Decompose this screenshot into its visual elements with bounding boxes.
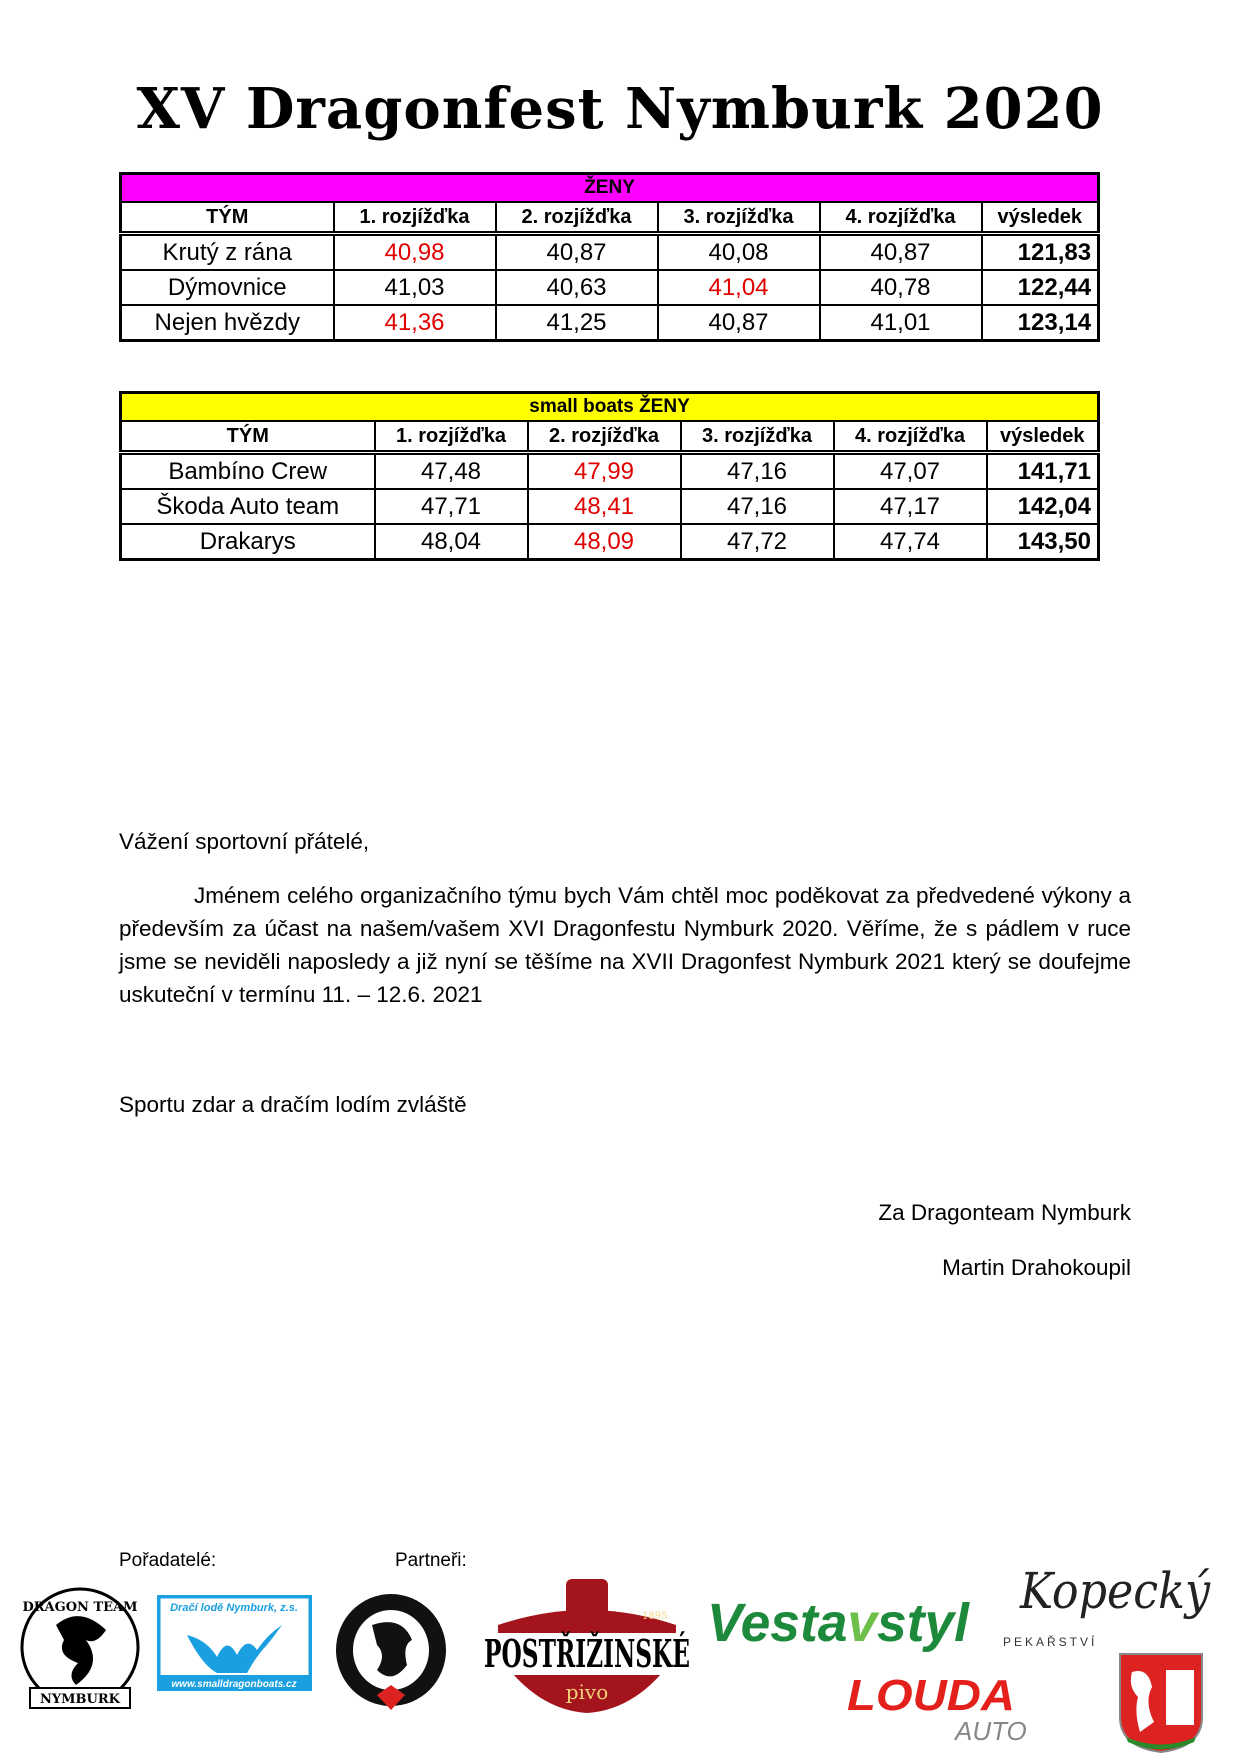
team-name: Drakarys bbox=[119, 523, 376, 561]
svg-text:Vestavstyl: Vestavstyl bbox=[707, 1593, 970, 1653]
run-time: 47,48 bbox=[373, 451, 529, 490]
table-row: Krutý z rána 40,98 40,87 40,08 40,87 121,83 bbox=[119, 232, 1100, 271]
column-header: 2. rozjížďka bbox=[494, 201, 659, 236]
table-row: Dýmovnice 41,03 40,63 41,04 40,78 122,44 bbox=[119, 269, 1100, 306]
run-time: 47,07 bbox=[832, 451, 988, 490]
table-row: Škoda Auto team 47,71 48,41 47,16 47,17 142,0… bbox=[119, 488, 1100, 525]
total-result: 121,83 bbox=[980, 232, 1100, 271]
run-time: 41,01 bbox=[818, 304, 983, 342]
table-row: Drakarys 48,04 48,09 47,72 47,74 143,50 bbox=[119, 523, 1100, 561]
total-result: 142,04 bbox=[985, 488, 1100, 525]
team-name: Škoda Auto team bbox=[119, 488, 376, 525]
run-time: 40,78 bbox=[818, 269, 983, 306]
document-title: XV Dragonfest Nymburk 2020 bbox=[136, 76, 1104, 142]
letter-closing: Sportu zdar a dračím lodím zvláště bbox=[119, 1092, 467, 1117]
letter-body: Jménem celého organizačního týmu bych Vá… bbox=[119, 883, 1131, 1007]
run-time: 41,04 bbox=[656, 269, 821, 306]
svg-text:pivo: pivo bbox=[566, 1680, 609, 1704]
total-result: 123,14 bbox=[980, 304, 1100, 342]
team-name: Krutý z rána bbox=[119, 232, 335, 271]
postrizinske-pivo-logo: POSTŘIŽINSKÉ 1895 pivo bbox=[480, 1579, 694, 1713]
svg-text:1895: 1895 bbox=[642, 1611, 667, 1622]
run-time: 40,98 bbox=[332, 232, 497, 271]
column-header: 4. rozjížďka bbox=[818, 201, 983, 236]
svg-text:NYMBURK: NYMBURK bbox=[40, 1692, 121, 1707]
run-time: 41,25 bbox=[494, 304, 659, 342]
signature-name: Martin Drahokoupil bbox=[942, 1255, 1131, 1280]
column-header: TÝM bbox=[119, 201, 335, 236]
louda-auto-logo: LOUDA AUTO bbox=[847, 1672, 1027, 1744]
table-caption: small boats ŽENY bbox=[119, 391, 1100, 422]
column-header: výsledek bbox=[980, 201, 1100, 236]
svg-text:DRAGON TEAM: DRAGON TEAM bbox=[22, 1600, 137, 1615]
run-time: 40,87 bbox=[656, 304, 821, 342]
organizers-label: Pořadatelé: bbox=[119, 1550, 217, 1571]
team-name: Bambíno Crew bbox=[119, 451, 376, 490]
svg-text:www.smalldragonboats.cz: www.smalldragonboats.cz bbox=[171, 1679, 296, 1690]
run-time: 48,41 bbox=[526, 488, 682, 525]
column-header: 3. rozjížďka bbox=[656, 201, 821, 236]
table-caption: ŽENY bbox=[119, 172, 1100, 203]
column-header: TÝM bbox=[119, 420, 376, 455]
run-time: 40,63 bbox=[494, 269, 659, 306]
signature-organization: Za Dragonteam Nymburk bbox=[878, 1200, 1131, 1225]
svg-text:Dračí lodě Nymburk, z.s.: Dračí lodě Nymburk, z.s. bbox=[170, 1602, 298, 1614]
run-time: 47,99 bbox=[526, 451, 682, 490]
column-header: 1. rozjížďka bbox=[373, 420, 529, 455]
total-result: 143,50 bbox=[985, 523, 1100, 561]
svg-text:AUTO: AUTO bbox=[953, 1716, 1027, 1744]
svg-text:POSTŘIŽINSKÉ: POSTŘIŽINSKÉ bbox=[484, 1631, 690, 1676]
total-result: 141,71 bbox=[985, 451, 1100, 490]
total-result: 122,44 bbox=[980, 269, 1100, 306]
czech-dragon-boat-association-logo bbox=[336, 1594, 446, 1710]
column-header: 3. rozjížďka bbox=[679, 420, 835, 455]
svg-text:LOUDA: LOUDA bbox=[847, 1672, 1015, 1720]
dragon-team-nymburk-logo: DRAGON TEAM NYMBURK bbox=[20, 1587, 140, 1709]
results-table-small-boats-zeny: small boats ŽENY TÝM 1. rozjížďka 2. rozjíž… bbox=[119, 391, 1100, 561]
team-name: Dýmovnice bbox=[119, 269, 335, 306]
run-time: 48,04 bbox=[373, 523, 529, 561]
run-time: 48,09 bbox=[526, 523, 682, 561]
run-time: 47,17 bbox=[832, 488, 988, 525]
run-time: 47,74 bbox=[832, 523, 988, 561]
run-time: 47,72 bbox=[679, 523, 835, 561]
kopecky-pekarstvi-logo: Kopecký PEKAŘSTVÍ bbox=[1003, 1562, 1211, 1649]
team-name: Nejen hvězdy bbox=[119, 304, 335, 342]
table-row: Bambíno Crew 47,48 47,99 47,16 47,07 141,71 bbox=[119, 451, 1100, 490]
run-time: 41,36 bbox=[332, 304, 497, 342]
svg-text:PEKAŘSTVÍ: PEKAŘSTVÍ bbox=[1003, 1634, 1097, 1649]
run-time: 47,16 bbox=[679, 451, 835, 490]
svg-text:Kopecký: Kopecký bbox=[1019, 1562, 1211, 1620]
small-dragon-boats-logo: Dračí lodě Nymburk, z.s. www.smalldragon… bbox=[157, 1595, 312, 1691]
column-header: výsledek bbox=[985, 420, 1100, 455]
letter-greeting: Vážení sportovní přátelé, bbox=[119, 829, 370, 854]
nymburk-coat-of-arms-icon bbox=[1119, 1653, 1203, 1754]
run-time: 40,08 bbox=[656, 232, 821, 271]
results-table-zeny: ŽENY TÝM 1. rozjížďka 2. rozjížďka 3. rozjíž… bbox=[119, 172, 1101, 342]
vestavstyl-logo: Vestavstyl bbox=[707, 1593, 970, 1653]
column-header: 1. rozjížďka bbox=[332, 201, 497, 236]
run-time: 40,87 bbox=[494, 232, 659, 271]
run-time: 47,71 bbox=[373, 488, 529, 525]
run-time: 40,87 bbox=[818, 232, 983, 271]
column-header: 2. rozjížďka bbox=[526, 420, 682, 455]
table-row: Nejen hvězdy 41,36 41,25 40,87 41,01 123,14 bbox=[119, 304, 1100, 342]
column-header: 4. rozjížďka bbox=[832, 420, 988, 455]
run-time: 41,03 bbox=[332, 269, 497, 306]
partners-label: Partneři: bbox=[395, 1550, 467, 1571]
run-time: 47,16 bbox=[679, 488, 835, 525]
